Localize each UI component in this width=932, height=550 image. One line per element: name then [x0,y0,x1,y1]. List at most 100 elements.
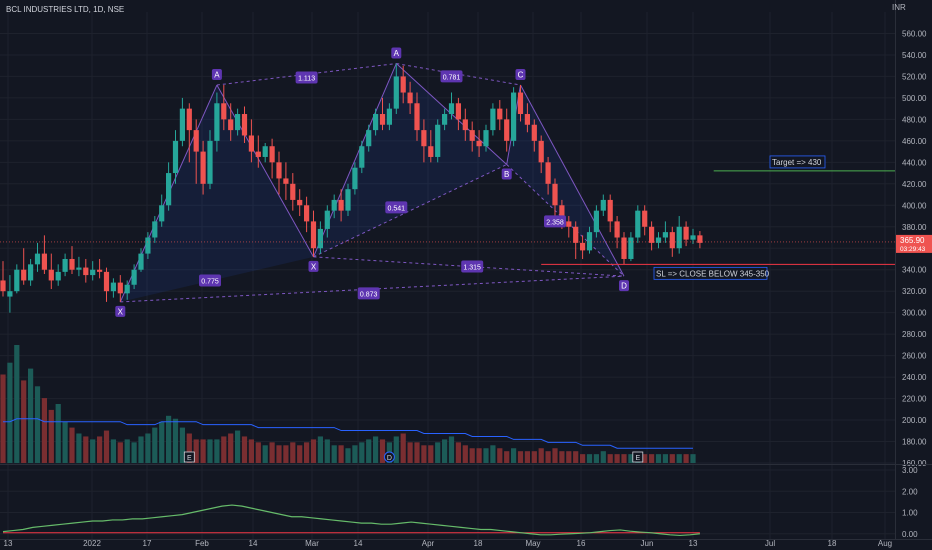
last-price-tag [896,234,932,253]
volume-ma-line [3,418,693,449]
candle-body [69,258,75,270]
volume-bar [207,439,213,463]
candle-body [552,183,558,206]
dividend-marker [383,451,395,463]
candle-body [97,269,103,272]
volume-bar [55,404,61,463]
candle-body [593,210,599,233]
candle-body [586,232,593,251]
pattern-ratio-label: 1.113 [298,76,315,83]
volume-bar [324,439,330,463]
volume-bar [241,436,248,463]
volume-bar [573,451,579,463]
pattern-area [313,63,507,257]
symbol-title: BCL INDUSTRIES LTD, 1D, NSE [6,5,125,14]
volume-bar [683,454,689,463]
candle-body [352,167,358,190]
candle-body [117,282,123,294]
y-tick-label: 500.00 [902,94,927,103]
pattern-ratio-label: 0.781 [443,74,461,81]
candle-body [545,162,551,184]
pattern-ratio-label: 0.873 [360,291,378,298]
candle-body [221,103,227,120]
candle-body [366,130,372,147]
volume-bar [345,448,351,463]
candle-body [241,114,248,136]
candle-body [469,130,475,141]
stop-loss-label: SL => CLOSE BELOW 345-350 [656,269,770,278]
volume-bar [145,433,151,463]
candle-body [276,162,282,179]
candle-body [207,140,213,184]
volume-bar [379,439,386,463]
candle-body [228,119,234,131]
volume-bar [614,454,620,463]
volume-bar [166,415,172,463]
candle-body [676,226,682,249]
x-tick-label: Apr [422,539,435,548]
y-tick-label: 160.00 [902,459,927,468]
osc-tick-label: 3.00 [902,466,918,475]
volume-bar [642,454,648,463]
pattern-point-tag [211,69,222,81]
candle-body [83,267,89,276]
candle-body [21,269,27,281]
candle-body [103,271,110,292]
volume-bar [511,448,517,463]
x-tick-label: 17 [143,539,152,548]
pattern-ratio-tag [461,260,484,273]
candle-body [124,284,130,294]
candle-body [476,140,482,147]
volume-bar [138,436,144,463]
osc-tick-label: 2.00 [902,487,918,496]
pattern-point-label: X [118,307,124,316]
osc-tick-label: 1.00 [902,509,918,518]
candle-body [283,178,289,184]
last-price-timer: 03:29:43 [900,246,926,253]
volume-bar [538,448,544,463]
volume-bar [559,451,565,463]
candle-body [166,173,172,206]
candle-body [235,114,241,131]
candle-body [41,253,47,270]
volume-bar [586,454,593,463]
candle-body [649,226,655,243]
volume-bar [221,436,227,463]
candle-body [359,146,365,168]
candle-body [200,151,206,184]
pattern-point-tag [391,47,402,59]
pattern-point-tag [515,69,526,81]
candle-body [159,205,165,222]
volume-bar [21,380,27,463]
volume-bar [200,439,206,463]
y-tick-label: 560.00 [902,29,927,38]
x-tick-label: Aug [878,539,892,548]
pattern-point-label: A [394,49,400,58]
x-tick-label: 13 [4,539,13,548]
x-tick-label: Jul [765,539,775,548]
volume-bar [455,442,461,463]
pattern-point-tag [619,280,629,292]
x-tick-label: 14 [249,539,258,548]
volume-bar [580,454,586,463]
volume-bar [131,442,137,463]
candle-body [504,119,510,141]
volume-bar [469,448,475,463]
volume-bar [179,427,185,463]
y-tick-label: 400.00 [902,201,927,210]
pattern-ratio-label: 0.541 [388,205,406,212]
x-tick-label: 14 [354,539,363,548]
candle-body [428,146,434,157]
volume-bar [517,451,524,463]
volume-bar [462,445,468,463]
candle-body [662,232,668,238]
candle-body [172,140,179,174]
pattern-point-label: X [311,262,317,271]
pattern-point-tag [308,260,319,272]
volume-bar [393,436,399,463]
volume-bar [545,451,551,463]
candle-body [297,199,303,206]
volume-bar [366,439,372,463]
volume-bar [235,430,241,463]
